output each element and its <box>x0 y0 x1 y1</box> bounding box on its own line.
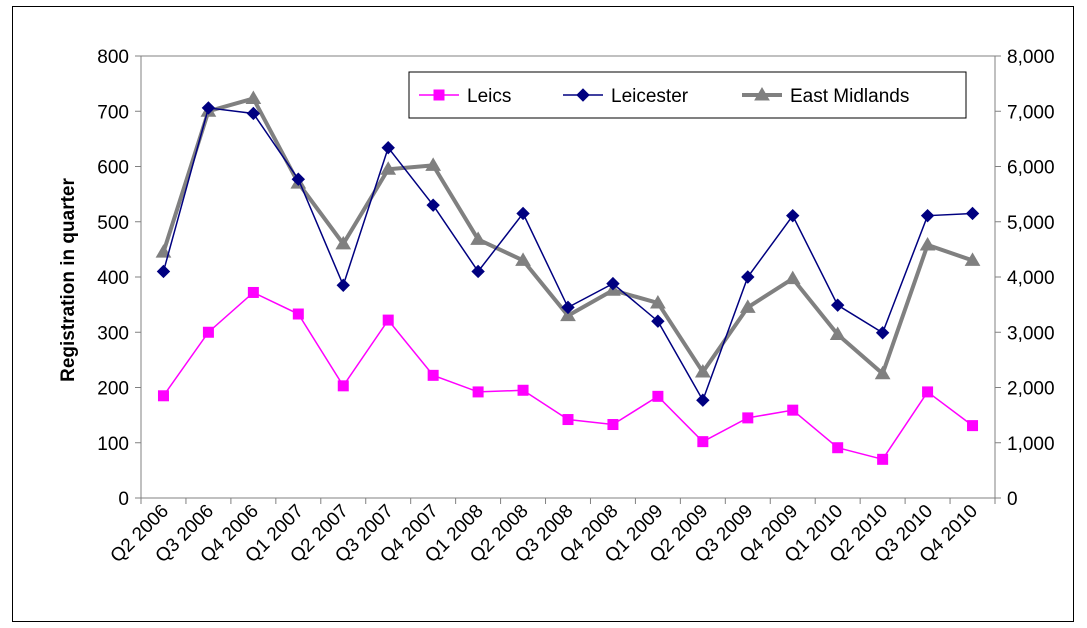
series-line-leicester <box>162 107 973 402</box>
data-point-leics <box>517 384 529 396</box>
data-point-east-midlands <box>560 307 576 322</box>
data-point-leicester <box>471 264 485 279</box>
y-tick-label: 600 <box>97 158 129 179</box>
series-line-east-midlands <box>161 96 974 378</box>
data-point-leicester <box>741 270 755 284</box>
data-point-leicester <box>875 326 890 340</box>
data-point-leicester <box>965 206 980 221</box>
legend-label-leicester: Leicester <box>611 86 689 107</box>
data-point-leicester <box>156 264 171 279</box>
data-point-east-midlands <box>874 365 891 380</box>
legend-box <box>408 71 967 119</box>
plot-area <box>140 55 996 499</box>
data-point-east-midlands <box>784 270 801 285</box>
y2-tick-label: 5,000 <box>1007 213 1055 234</box>
data-point-leics <box>157 390 169 402</box>
data-point-leics <box>247 286 259 298</box>
data-point-leicester <box>786 208 800 223</box>
y-axis-title: Registration in quarter <box>58 178 79 382</box>
data-point-leics <box>607 419 619 431</box>
data-point-east-midlands <box>739 299 756 313</box>
data-point-leicester <box>830 298 845 312</box>
y2-tick-label: 1,000 <box>1007 434 1055 455</box>
data-point-east-midlands <box>335 235 352 250</box>
data-point-east-midlands <box>650 294 666 309</box>
data-point-leics <box>472 386 484 398</box>
y2-tick-label: 7,000 <box>1007 102 1055 123</box>
y2-tick-label: 3,000 <box>1007 323 1055 344</box>
legend-marker-leicester <box>576 88 590 102</box>
data-point-leicester <box>336 278 350 292</box>
data-point-leicester <box>426 198 440 212</box>
y-tick-label: 300 <box>97 323 129 344</box>
data-point-leics <box>742 412 754 424</box>
data-point-leics <box>427 369 439 381</box>
data-point-east-midlands <box>470 231 486 245</box>
y2-tick-label: 6,000 <box>1007 158 1055 179</box>
data-point-leics <box>922 386 934 398</box>
data-point-leics <box>877 453 889 465</box>
y2-tick-label: 4,000 <box>1007 268 1055 289</box>
y-tick-label: 400 <box>97 268 129 289</box>
data-point-east-midlands <box>245 90 262 105</box>
data-point-leicester <box>201 101 216 115</box>
y-tick-label: 100 <box>97 434 129 455</box>
data-point-east-midlands <box>515 252 531 266</box>
legend-label-east-midlands: East Midlands <box>790 86 909 107</box>
data-point-leicester <box>381 141 395 155</box>
data-point-leicester <box>291 172 306 186</box>
data-point-east-midlands <box>425 157 442 171</box>
data-point-leics <box>292 308 304 320</box>
y2-tick-label: 0 <box>1007 489 1018 510</box>
data-point-leicester <box>606 276 620 291</box>
data-point-leics <box>787 404 799 416</box>
data-point-leicester <box>651 314 665 328</box>
data-point-leicester <box>920 208 935 223</box>
data-point-leicester <box>561 300 575 315</box>
y2-tick-label: 2,000 <box>1007 379 1055 400</box>
legend-label-leics: Leics <box>467 86 511 107</box>
data-point-leicester <box>516 206 530 221</box>
data-point-leicester <box>696 393 710 407</box>
data-point-leicester <box>246 106 261 121</box>
data-point-leics <box>202 326 214 338</box>
data-point-east-midlands <box>155 244 172 258</box>
data-point-east-midlands <box>380 161 397 175</box>
y-tick-label: 200 <box>97 379 129 400</box>
data-point-east-midlands <box>964 252 981 266</box>
y-tick-label: 500 <box>97 213 129 234</box>
data-point-east-midlands <box>694 364 711 378</box>
y2-tick-label: 8,000 <box>1007 47 1055 68</box>
data-point-leics <box>652 390 664 402</box>
data-point-leics <box>562 414 574 426</box>
data-point-east-midlands <box>919 236 936 251</box>
data-point-leics <box>697 436 709 448</box>
y-tick-label: 0 <box>118 489 129 510</box>
data-point-leics <box>832 442 844 454</box>
data-point-leics <box>337 380 349 392</box>
data-point-leics <box>967 420 979 432</box>
legend: Leics Leicester East Midlands <box>408 71 967 119</box>
data-point-east-midlands <box>829 326 846 340</box>
y-tick-label: 700 <box>97 102 129 123</box>
data-point-leics <box>382 314 394 326</box>
y-tick-label: 800 <box>97 47 129 68</box>
legend-marker-leics <box>433 89 445 101</box>
legend-marker-east-midlands <box>754 87 770 101</box>
